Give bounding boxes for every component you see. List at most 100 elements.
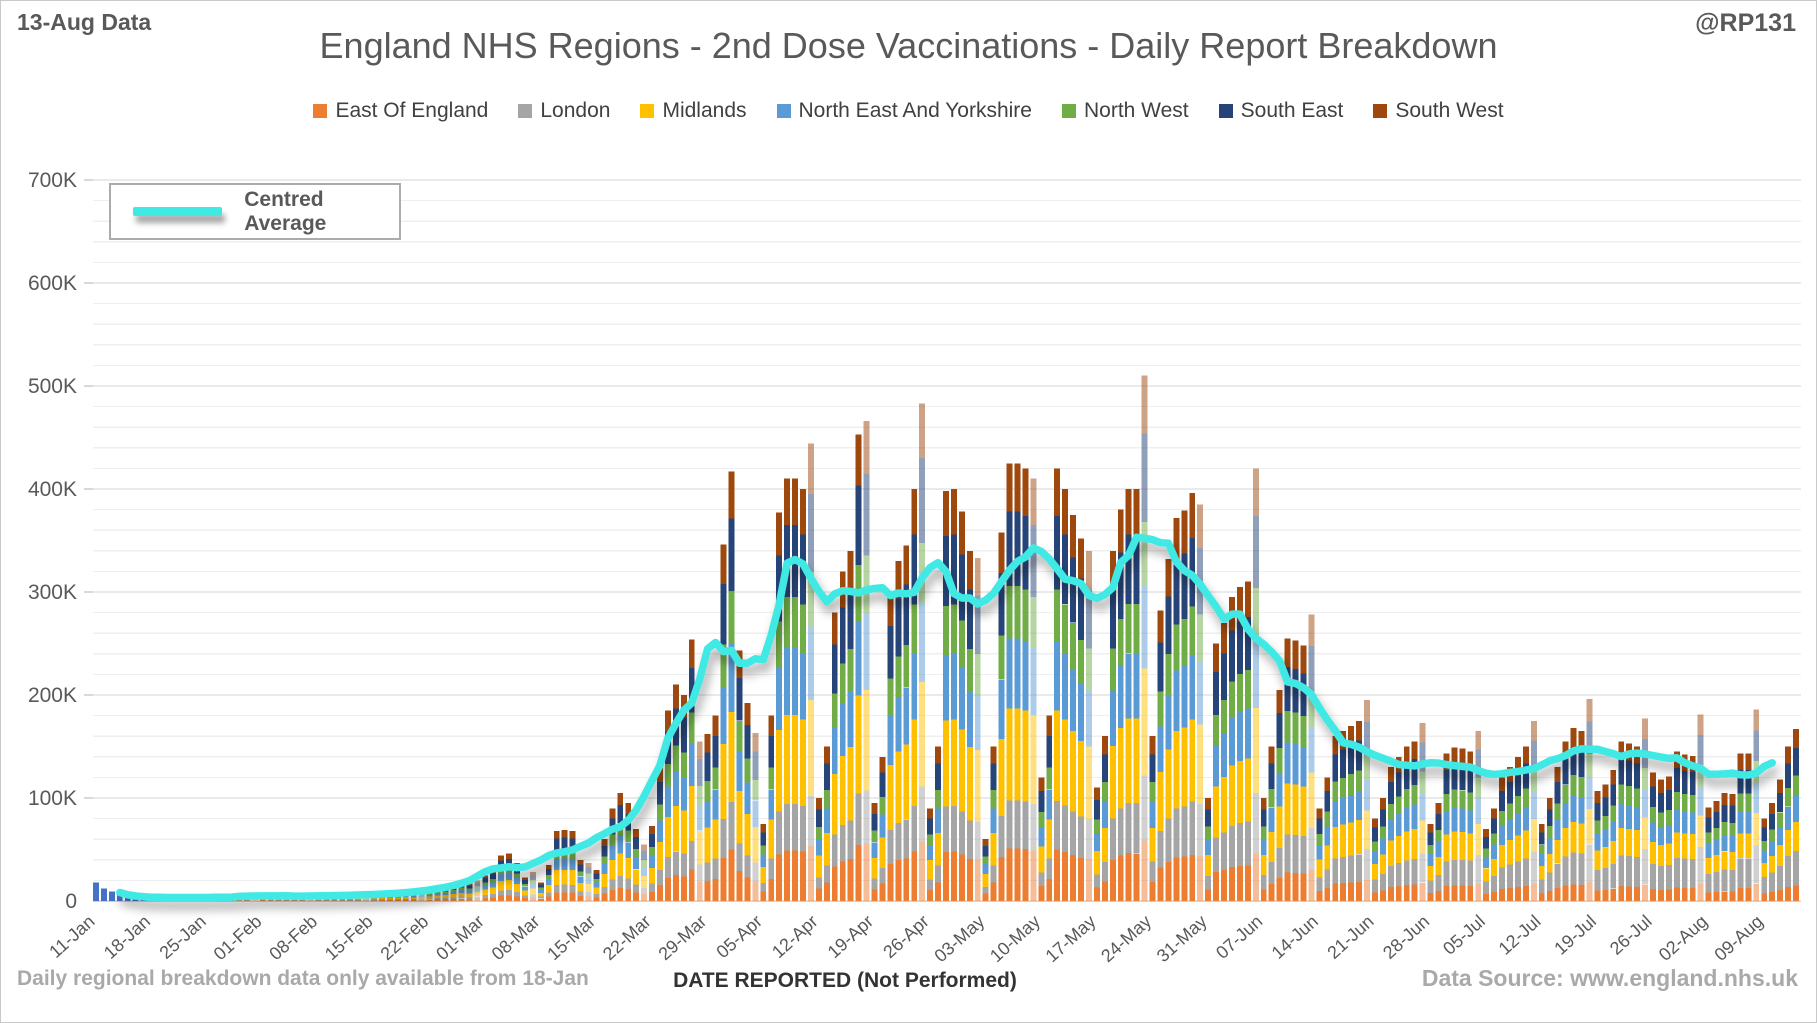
- bar-stack: [1260, 798, 1267, 901]
- bar-stack: [545, 865, 552, 901]
- bar-stack: [1022, 468, 1029, 901]
- bar-stack: [1078, 538, 1084, 901]
- bar-stack: [601, 839, 608, 901]
- bar-stack: [657, 767, 663, 901]
- bar-stack: [752, 733, 759, 901]
- bar-stack: [831, 612, 838, 901]
- bar-stack: [919, 403, 926, 901]
- bar-stack: [760, 823, 767, 901]
- bar-stack: [1753, 709, 1760, 901]
- bar-stack: [1554, 767, 1561, 901]
- bar-stack: [1054, 468, 1061, 901]
- series-legend: East Of England London Midlands North East …: [1, 99, 1816, 123]
- bar-stack: [537, 882, 544, 901]
- bar-stack: [1284, 638, 1291, 901]
- bar-stack: [1427, 823, 1434, 901]
- bar-stack: [1221, 622, 1227, 901]
- bar-stack: [1189, 493, 1196, 901]
- x-tick-label: 08-Feb: [265, 911, 321, 964]
- bar-stack: [577, 859, 584, 901]
- bar-stack: [998, 532, 1005, 901]
- y-tick-label: 300K: [28, 581, 77, 604]
- bar-stack: [784, 478, 790, 901]
- bar-stack: [1523, 746, 1529, 901]
- bar-stack: [1332, 736, 1339, 901]
- x-tick-label: 19-Apr: [824, 911, 878, 962]
- bar-stack: [1380, 798, 1386, 901]
- centred-average-polyline: [116, 533, 1776, 902]
- legend-swatch: [640, 104, 655, 118]
- centred-average-line: [116, 533, 1776, 902]
- legend-label: South West: [1395, 99, 1504, 122]
- x-tick-label: 25-Jan: [156, 911, 210, 963]
- bar-stack: [720, 544, 727, 901]
- x-tick-label: 03-May: [930, 911, 988, 966]
- y-tick-label: 600K: [28, 272, 77, 295]
- legend-swatch: [776, 104, 791, 118]
- bar-stack: [1499, 777, 1505, 901]
- legend-item-midlands: Midlands: [640, 99, 747, 123]
- x-tick-label: 11-Jan: [45, 911, 98, 962]
- bar-stack: [847, 550, 854, 901]
- bar-stack: [712, 715, 719, 901]
- bar-stack: [1101, 736, 1108, 901]
- bar-stack: [506, 853, 512, 901]
- legend-swatch: [518, 104, 533, 118]
- bar-stack: [1237, 586, 1243, 901]
- bar-stack: [609, 808, 616, 901]
- bar-stack: [1610, 770, 1617, 901]
- bar-stack: [1729, 793, 1736, 901]
- legend-swatch: [1218, 104, 1233, 118]
- bar-stack: [1117, 509, 1124, 901]
- x-tick-label: 09-Aug: [1710, 911, 1767, 965]
- bar-stack: [736, 650, 743, 901]
- bar-stack: [1435, 803, 1442, 901]
- bar-stack: [966, 550, 973, 901]
- bar-stack: [1507, 767, 1513, 901]
- x-tick-label: 28-Jun: [1379, 911, 1433, 963]
- bar-stack: [1229, 597, 1235, 901]
- bar-stack: [1141, 375, 1148, 901]
- bar-stack: [1157, 610, 1164, 901]
- bar-stack: [1387, 767, 1394, 901]
- bar-stack: [1419, 722, 1426, 901]
- bar-stack: [823, 746, 830, 901]
- bar-stack: [1244, 581, 1251, 901]
- legend-label: East Of England: [335, 99, 489, 122]
- bar-stack: [951, 489, 957, 901]
- bar-stack: [529, 872, 536, 901]
- bar-stack: [958, 511, 965, 901]
- bar-stack: [1793, 729, 1799, 901]
- bar-stack: [935, 746, 941, 901]
- bar-stack: [815, 798, 822, 901]
- legend-label: London: [540, 99, 611, 122]
- bar-stack: [1197, 504, 1204, 901]
- bar-stack: [1213, 643, 1219, 901]
- bar-stack: [490, 870, 497, 901]
- bar-stack: [1006, 463, 1013, 901]
- page-title: England NHS Regions - 2nd Dose Vaccinati…: [319, 25, 1498, 66]
- bar-stack: [1395, 756, 1402, 901]
- bar-stack: [863, 421, 870, 901]
- bar-stack: [1268, 746, 1275, 901]
- bar-stack: [911, 489, 918, 901]
- y-tick-label: 700K: [28, 169, 77, 192]
- bar-stack: [1109, 550, 1116, 901]
- centred-average-line-swatch: [133, 207, 223, 216]
- bar-stack: [1205, 798, 1212, 901]
- x-tick-label: 12-Jul: [1495, 911, 1545, 959]
- x-tick-label: 22-Feb: [376, 911, 432, 964]
- bar-stack: [1411, 741, 1418, 901]
- bar-stack: [1046, 715, 1053, 901]
- legend-item-london: London: [518, 99, 610, 123]
- footnote: Daily regional breakdown data only avail…: [17, 967, 589, 990]
- legend-swatch: [1061, 104, 1076, 118]
- bar-stack: [1451, 747, 1458, 901]
- legend-item-north-east-and-yorkshire: North East And Yorkshire: [776, 99, 1032, 123]
- bar-stack: [1292, 640, 1299, 901]
- bar-stack: [1642, 718, 1648, 901]
- bar-stack: [871, 803, 878, 901]
- bar-stack: [1713, 801, 1720, 901]
- legend-item-south-east: South East: [1218, 99, 1343, 123]
- bar-stack: [1665, 776, 1672, 901]
